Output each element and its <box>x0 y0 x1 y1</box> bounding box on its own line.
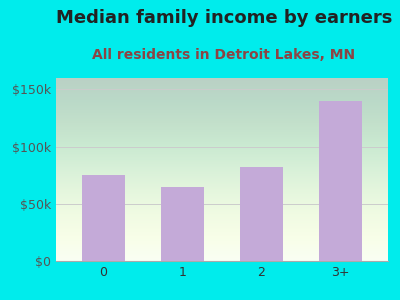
Bar <box>161 187 204 261</box>
Text: Median family income by earners: Median family income by earners <box>56 9 392 27</box>
Bar <box>319 101 362 261</box>
Text: All residents in Detroit Lakes, MN: All residents in Detroit Lakes, MN <box>92 48 356 62</box>
Bar <box>82 175 125 261</box>
Bar <box>240 167 283 261</box>
